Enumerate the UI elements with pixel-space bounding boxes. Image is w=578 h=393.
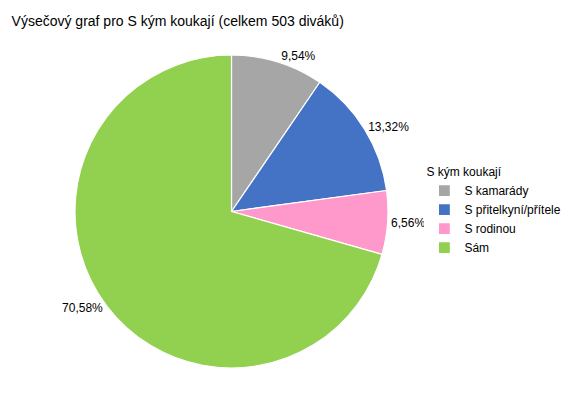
svg-text:S kamarády: S kamarády [464,184,528,198]
svg-text:S přitelkyní/přítele: S přitelkyní/přítele [464,203,560,217]
svg-text:Sám: Sám [464,241,489,255]
svg-text:S rodinou: S rodinou [464,222,515,236]
svg-text:6,56%: 6,56% [391,216,425,230]
svg-text:Výsečový graf pro S kým koukaj: Výsečový graf pro S kým koukají (celkem … [12,13,344,29]
svg-text:13,32%: 13,32% [368,120,409,134]
svg-text:S kým koukají: S kým koukají [426,165,501,179]
svg-text:70,58%: 70,58% [62,301,103,315]
svg-text:9,54%: 9,54% [281,49,315,63]
